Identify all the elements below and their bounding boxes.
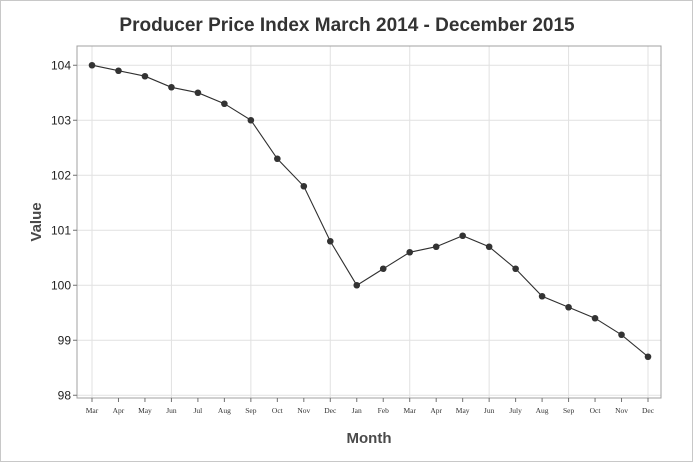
- x-tick-label: Jun: [166, 406, 177, 415]
- x-tick-label: Jul: [194, 406, 203, 415]
- data-point: [485, 243, 493, 251]
- x-tick-label: Mar: [403, 406, 416, 415]
- y-axis-label: Value: [28, 202, 45, 241]
- data-point: [459, 232, 466, 240]
- chart-title: Producer Price Index March 2014 - Decemb…: [119, 15, 575, 36]
- data-point: [406, 248, 414, 256]
- series: [88, 61, 652, 361]
- x-tick-label: May: [138, 406, 152, 415]
- x-tick-label: Apr: [113, 406, 125, 415]
- data-point: [618, 331, 625, 339]
- data-point: [326, 237, 334, 245]
- x-tick-label: Oct: [590, 406, 602, 415]
- x-tick-label: Dec: [324, 406, 337, 415]
- x-tick-label: Feb: [378, 406, 390, 415]
- y-tick-label: 101: [51, 223, 71, 237]
- plot-area: [76, 45, 662, 399]
- data-point: [115, 67, 122, 75]
- x-tick-label: Jan: [352, 406, 362, 415]
- data-point: [221, 100, 228, 108]
- data-point: [591, 314, 599, 322]
- x-tick-label: May: [456, 406, 470, 415]
- data-point: [432, 243, 440, 251]
- y-axis-ticks: 98 99 100 101 102 103 104: [51, 58, 77, 402]
- x-tick-label: Aug: [218, 406, 231, 415]
- data-point: [565, 303, 572, 311]
- data-point: [644, 353, 652, 361]
- data-point: [379, 265, 387, 273]
- x-tick-label: Apr: [430, 406, 442, 415]
- data-point: [300, 182, 308, 190]
- data-point: [274, 155, 281, 163]
- x-axis-ticks: Mar Apr May Jun Jul Aug Sep Oct Nov Dec Jan Feb Mar A…: [86, 398, 655, 415]
- x-tick-label: Sep: [245, 406, 257, 415]
- data-point: [538, 292, 546, 300]
- x-tick-label: Oct: [272, 406, 284, 415]
- data-point: [168, 83, 175, 91]
- gridlines: [77, 46, 661, 398]
- y-tick-label: 103: [51, 113, 71, 127]
- data-point: [194, 89, 202, 97]
- x-tick-label: Aug: [536, 406, 549, 415]
- y-tick-label: 104: [51, 58, 71, 72]
- y-tick-label: 102: [51, 168, 71, 182]
- x-tick-label: July: [509, 406, 522, 415]
- x-tick-label: Mar: [86, 406, 99, 415]
- data-point: [247, 116, 255, 124]
- data-point: [88, 61, 96, 69]
- x-tick-label: Nov: [297, 406, 310, 415]
- x-tick-label: Sep: [563, 406, 575, 415]
- x-axis-label: Month: [347, 430, 392, 447]
- y-tick-label: 99: [58, 333, 72, 347]
- x-tick-label: Nov: [615, 406, 628, 415]
- x-tick-label: Dec: [642, 406, 655, 415]
- y-tick-label: 100: [51, 278, 71, 292]
- y-tick-label: 98: [58, 388, 72, 402]
- series-line: [91, 64, 649, 358]
- x-tick-label: Jun: [484, 406, 495, 415]
- data-point: [512, 265, 519, 273]
- data-point: [353, 281, 361, 289]
- data-point: [141, 72, 149, 80]
